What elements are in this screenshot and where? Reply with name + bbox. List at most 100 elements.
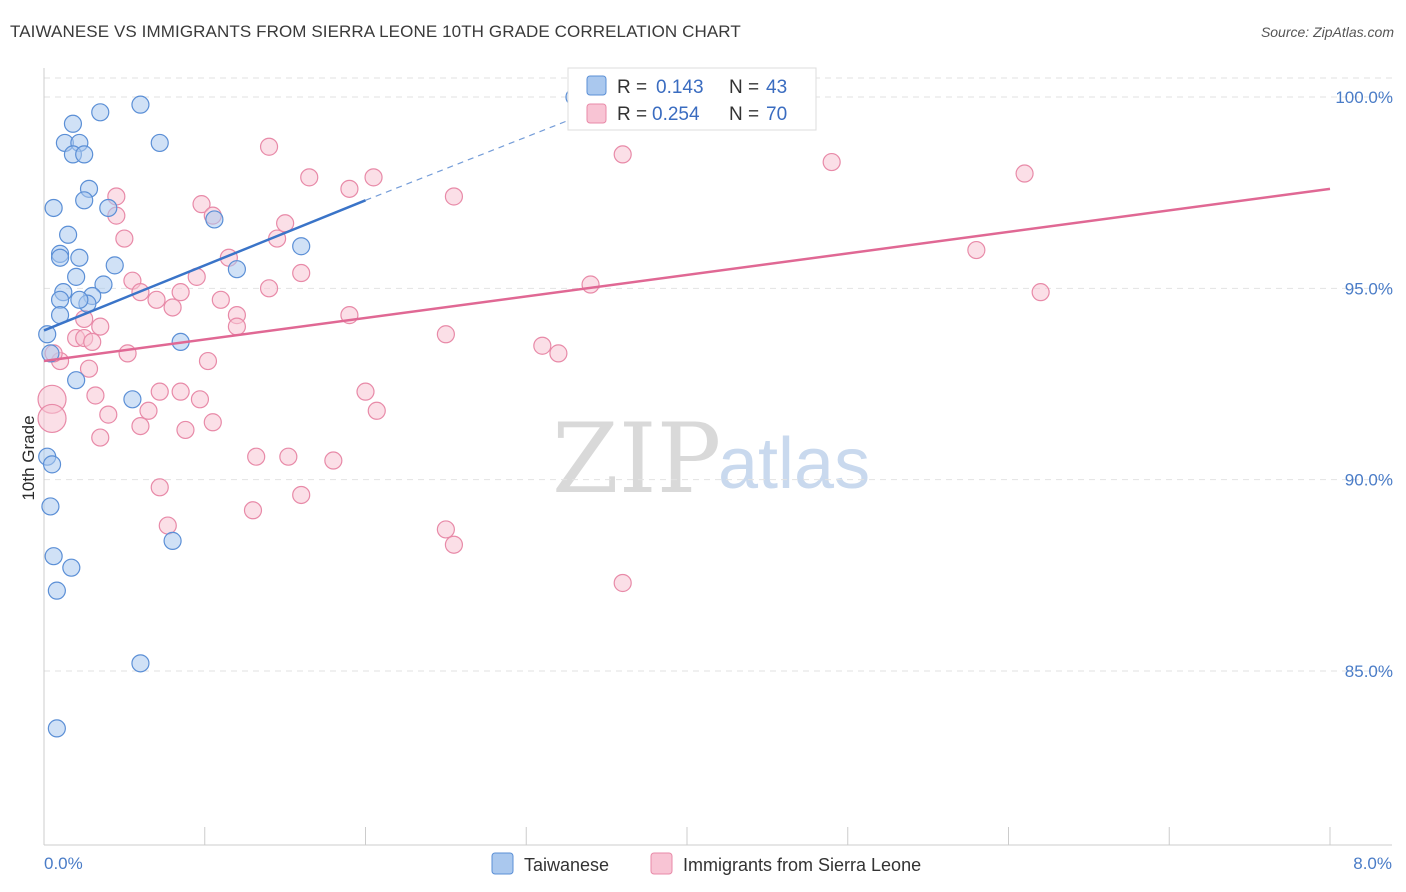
legend-n-label-1: N = <box>729 77 759 98</box>
data-point <box>279 447 298 466</box>
data-point <box>549 344 568 363</box>
data-point <box>59 225 78 244</box>
legend-r-value-1: 0.143 <box>656 77 704 98</box>
bottom-legend-swatch-sierra-leone <box>650 852 673 875</box>
data-point <box>105 256 124 275</box>
legend-n-value-1: 43 <box>766 77 787 98</box>
data-point <box>176 420 195 440</box>
data-point <box>292 237 311 256</box>
watermark-zip: ZIP <box>552 403 721 515</box>
trend-lines <box>43 107 1331 363</box>
legend-r-label-1: R = <box>617 77 647 98</box>
bottom-legend-swatch-taiwanese <box>491 852 514 875</box>
trend-line-sierra-leone <box>43 187 1331 363</box>
data-point <box>47 581 66 600</box>
data-point <box>131 654 150 673</box>
data-point <box>115 229 134 248</box>
data-point <box>70 248 89 267</box>
data-point <box>1015 164 1034 183</box>
data-point <box>131 416 150 436</box>
data-point <box>91 428 110 447</box>
data-point <box>158 516 177 535</box>
data-point <box>63 114 83 133</box>
x-tick-label-max: 8.0% <box>1353 854 1392 873</box>
trend-line-taiwanese-extension <box>365 107 599 201</box>
data-point <box>613 145 632 164</box>
data-point <box>356 382 375 401</box>
data-point <box>822 152 841 172</box>
data-point <box>171 382 190 401</box>
data-point <box>99 405 118 424</box>
data-point <box>205 210 224 229</box>
data-point <box>613 573 632 593</box>
data-point <box>67 371 86 390</box>
bottom-legend-sierra-leone: Immigrants from Sierra Leone <box>683 855 921 875</box>
x-tick-label-min: 0.0% <box>44 854 83 873</box>
series-legend: Taiwanese Immigrants from Sierra Leone <box>491 852 921 875</box>
data-point <box>150 478 169 497</box>
data-point <box>436 520 455 539</box>
data-point <box>203 413 222 432</box>
data-point <box>75 145 94 164</box>
data-point <box>227 260 246 279</box>
series-sierra-leone-points <box>37 87 1050 593</box>
data-point <box>247 447 266 466</box>
watermark-atlas: atlas <box>718 424 870 504</box>
data-point <box>300 168 319 187</box>
data-point <box>581 275 600 294</box>
trend-line-taiwanese <box>43 199 366 332</box>
data-point <box>50 248 70 267</box>
legend-n-label-2: N = <box>729 104 759 125</box>
y-tick-label: 95.0% <box>1345 279 1393 298</box>
data-point <box>131 95 150 114</box>
legend-n-value-2: 70 <box>766 104 787 125</box>
data-point <box>75 191 94 210</box>
data-point <box>171 283 190 302</box>
data-point <box>444 535 464 554</box>
bottom-legend-taiwanese: Taiwanese <box>524 855 609 875</box>
y-axis-tick-labels: 85.0% 90.0% 95.0% 100.0% <box>1335 88 1393 681</box>
data-point <box>47 719 66 738</box>
data-point <box>324 451 343 470</box>
data-point <box>163 298 182 317</box>
data-point <box>41 344 60 363</box>
legend-box <box>567 67 817 131</box>
data-point <box>259 279 279 298</box>
data-point <box>41 497 60 516</box>
y-axis-label: 10th Grade <box>19 415 38 500</box>
legend-swatch-sierra-leone <box>586 103 607 124</box>
data-point <box>364 168 383 187</box>
data-point <box>967 240 986 260</box>
x-axis-ticks <box>43 827 1331 845</box>
data-point <box>292 485 311 505</box>
data-point <box>367 401 386 420</box>
data-point <box>42 455 62 474</box>
data-point <box>150 382 169 401</box>
data-point <box>259 137 279 156</box>
data-point <box>211 290 230 309</box>
data-point <box>94 275 113 294</box>
data-point <box>198 351 218 371</box>
data-point <box>50 290 70 309</box>
data-point <box>243 501 263 520</box>
y-tick-label: 90.0% <box>1345 471 1393 490</box>
gridlines <box>44 77 1392 672</box>
correlation-legend: R = 0.143 N = 43 R = 0.254 N = 70 <box>567 67 817 131</box>
data-point <box>192 195 211 214</box>
data-point <box>150 133 169 153</box>
data-point <box>91 103 110 122</box>
data-point <box>99 198 118 218</box>
data-point <box>190 390 210 409</box>
data-point <box>147 290 166 309</box>
data-point <box>86 386 105 405</box>
data-point <box>340 179 359 198</box>
series-taiwanese-points <box>38 87 584 738</box>
data-point <box>118 344 137 363</box>
data-point <box>62 558 81 577</box>
data-point <box>38 325 57 344</box>
data-point <box>1031 283 1050 302</box>
data-point <box>123 390 142 409</box>
y-tick-label: 85.0% <box>1345 662 1393 681</box>
data-point <box>44 547 63 566</box>
